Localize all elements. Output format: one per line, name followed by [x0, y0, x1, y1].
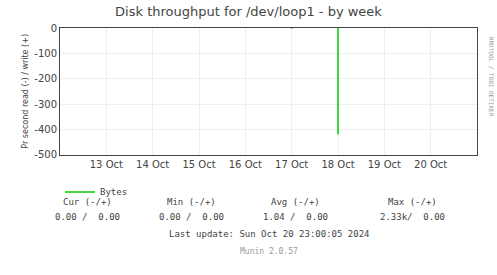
svg-text:20 Oct: 20 Oct — [414, 159, 447, 170]
svg-text:17 Oct: 17 Oct — [275, 159, 308, 170]
svg-text:-100: -100 — [34, 48, 57, 59]
svg-text:Pr second read (-) / write (+): Pr second read (-) / write (+) — [21, 34, 30, 149]
svg-text:1.04 / 0.00: 1.04 / 0.00 — [263, 212, 328, 222]
svg-text:2.33k/ 0.00: 2.33k/ 0.00 — [380, 212, 445, 222]
svg-text:16 Oct: 16 Oct — [229, 159, 262, 170]
svg-text:19 Oct: 19 Oct — [368, 159, 401, 170]
svg-text:-200: -200 — [34, 73, 57, 84]
svg-text:0.00 / 0.00: 0.00 / 0.00 — [159, 212, 224, 222]
svg-text:Max (-/+): Max (-/+) — [388, 197, 437, 207]
svg-text:Disk throughput for /dev/loop1: Disk throughput for /dev/loop1 - by week — [115, 4, 382, 19]
svg-text:-500: -500 — [34, 149, 57, 160]
svg-text:14 Oct: 14 Oct — [136, 159, 169, 170]
svg-text:0: 0 — [51, 23, 57, 34]
svg-text:Last update: Sun Oct 20 23:00:: Last update: Sun Oct 20 23:00:05 2024 — [169, 229, 369, 239]
svg-text:13 Oct: 13 Oct — [90, 159, 123, 170]
svg-text:0.00 / 0.00: 0.00 / 0.00 — [55, 212, 120, 222]
svg-text:Munin 2.0.57: Munin 2.0.57 — [240, 247, 298, 256]
svg-text:Min (-/+): Min (-/+) — [167, 197, 216, 207]
svg-text:-300: -300 — [34, 99, 57, 110]
svg-text:RRDTOOL / TOBI OETIKER: RRDTOOL / TOBI OETIKER — [488, 37, 495, 117]
svg-text:15 Oct: 15 Oct — [182, 159, 215, 170]
svg-text:Cur (-/+): Cur (-/+) — [63, 197, 112, 207]
svg-text:-400: -400 — [34, 124, 57, 135]
svg-text:18 Oct: 18 Oct — [321, 159, 354, 170]
svg-text:Bytes: Bytes — [100, 187, 127, 197]
svg-text:Avg (-/+): Avg (-/+) — [271, 197, 320, 207]
